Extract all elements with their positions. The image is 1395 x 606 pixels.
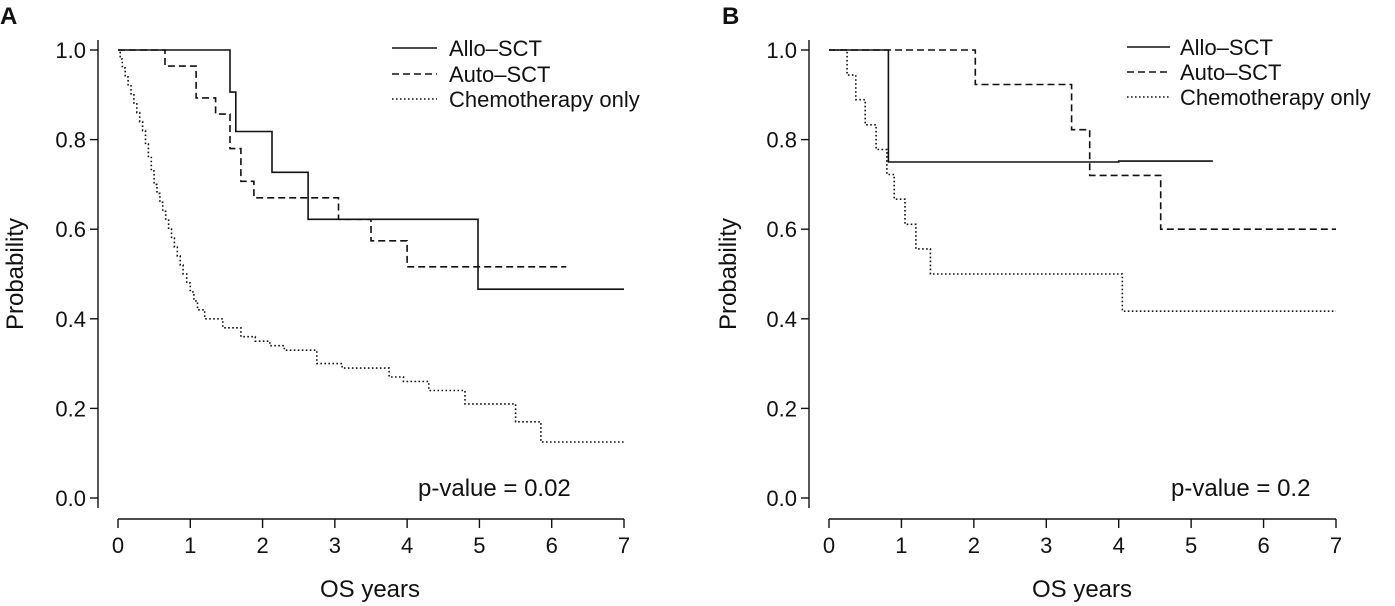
legend-label-chemo-a: Chemotherapy only	[449, 87, 640, 112]
x-tick-label-a-7: 7	[618, 533, 630, 558]
y-tick-label-b-1-0: 1.0	[766, 38, 797, 63]
y-tick-label-a-0-6: 0.6	[55, 217, 86, 242]
y-tick-label-b-0-6: 0.6	[766, 217, 797, 242]
curves-b	[829, 49, 1336, 312]
y-tick-label-b-0-0: 0.0	[766, 486, 797, 511]
series-allo-sct-a	[118, 49, 624, 290]
x-tick-label-b-5: 5	[1185, 533, 1197, 558]
x-tick-label-b-4: 4	[1113, 533, 1125, 558]
legend-label-allo-b: Allo–SCT	[1180, 35, 1273, 60]
curves-a	[118, 49, 624, 443]
y-tick-label-a-0-8: 0.8	[55, 128, 86, 153]
series-auto-sct-b	[829, 49, 1336, 230]
panel-letter-b: B	[722, 3, 739, 30]
series-chemotherapy-only-a	[118, 49, 624, 443]
y-tick-label-b-0-8: 0.8	[766, 128, 797, 153]
p-value-a: p-value = 0.02	[418, 475, 571, 502]
panel-a: A 0.0 0.2 0.4 0.6 0.8 1.0 0 1 2 3 4 5 6 7 OS years P…	[0, 3, 640, 603]
legend-label-chemo-b: Chemotherapy only	[1180, 85, 1371, 110]
x-tick-label-a-3: 3	[329, 533, 341, 558]
x-axis-title-a: OS years	[320, 576, 420, 603]
x-tick-label-a-6: 6	[546, 533, 558, 558]
y-tick-label-b-0-4: 0.4	[766, 307, 797, 332]
y-axis-title-a: Probability	[2, 218, 29, 330]
x-axis-title-b: OS years	[1032, 576, 1132, 603]
y-tick-label-a-0-2: 0.2	[55, 396, 86, 421]
x-tick-label-b-0: 0	[823, 533, 835, 558]
x-tick-label-b-6: 6	[1257, 533, 1269, 558]
y-tick-label-b-0-2: 0.2	[766, 396, 797, 421]
panel-letter-a: A	[0, 3, 17, 30]
panel-b: B 0.0 0.2 0.4 0.6 0.8 1.0 0 1 2 3 4 5 6 7 OS years P…	[715, 3, 1371, 603]
x-tick-label-b-2: 2	[968, 533, 980, 558]
p-value-b: p-value = 0.2	[1171, 475, 1310, 502]
x-tick-label-b-3: 3	[1040, 533, 1052, 558]
y-tick-label-a-0-0: 0.0	[55, 486, 86, 511]
y-axis-title-b: Probability	[715, 218, 742, 330]
series-chemotherapy-only-b	[829, 49, 1336, 312]
x-tick-label-a-0: 0	[112, 533, 124, 558]
legend-label-allo-a: Allo–SCT	[449, 36, 542, 61]
series-auto-sct-a	[118, 49, 567, 268]
y-ticks-a: 0.0 0.2 0.4 0.6 0.8 1.0	[55, 38, 98, 511]
x-ticks-a: 0 1 2 3 4 5 6 7	[112, 519, 630, 558]
x-tick-label-b-1: 1	[895, 533, 907, 558]
legend-label-auto-b: Auto–SCT	[1180, 60, 1282, 85]
x-tick-label-a-5: 5	[473, 533, 485, 558]
series-allo-sct-b	[829, 49, 1213, 163]
x-ticks-b: 0 1 2 3 4 5 6 7	[823, 519, 1342, 558]
x-tick-label-b-7: 7	[1330, 533, 1342, 558]
x-tick-label-a-1: 1	[184, 533, 196, 558]
legend-b: Allo–SCT Auto–SCT Chemotherapy only	[1127, 35, 1371, 110]
y-ticks-b: 0.0 0.2 0.4 0.6 0.8 1.0	[766, 38, 809, 511]
y-tick-label-a-1-0: 1.0	[55, 38, 86, 63]
legend-a: Allo–SCT Auto–SCT Chemotherapy only	[392, 36, 640, 112]
legend-label-auto-a: Auto–SCT	[449, 62, 551, 87]
x-tick-label-a-4: 4	[401, 533, 413, 558]
y-tick-label-a-0-4: 0.4	[55, 307, 86, 332]
x-tick-label-a-2: 2	[256, 533, 268, 558]
